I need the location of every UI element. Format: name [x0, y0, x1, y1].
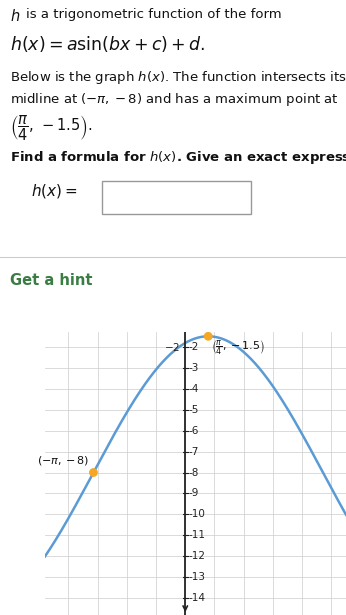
Text: -2: -2: [189, 342, 199, 352]
Text: $\left(\dfrac{\pi}{4},\,-1.5\right).$: $\left(\dfrac{\pi}{4},\,-1.5\right).$: [10, 114, 93, 143]
Text: Find a formula for $h(x)$. Give an exact expression.: Find a formula for $h(x)$. Give an exact…: [10, 149, 346, 165]
Text: -7: -7: [189, 446, 199, 456]
FancyBboxPatch shape: [102, 181, 251, 214]
Text: $(-\pi, -8)$: $(-\pi, -8)$: [37, 454, 89, 467]
Text: -12: -12: [189, 551, 206, 561]
Point: [91, 467, 96, 477]
Point: [206, 331, 211, 341]
Text: $h(x) = a\sin(bx+c)+d.$: $h(x) = a\sin(bx+c)+d.$: [10, 34, 206, 54]
Text: -5: -5: [189, 405, 199, 415]
Text: midline at $(-\pi, -8)$ and has a maximum point at: midline at $(-\pi, -8)$ and has a maximu…: [10, 91, 339, 108]
Text: $h(x) =$: $h(x) =$: [31, 182, 78, 200]
Text: Below is the graph $h(x)$. The function intersects its: Below is the graph $h(x)$. The function …: [10, 69, 346, 85]
Text: -13: -13: [189, 573, 206, 582]
Text: -11: -11: [189, 530, 206, 541]
Text: Get a hint: Get a hint: [10, 274, 93, 288]
Text: is a trigonometric function of the form: is a trigonometric function of the form: [26, 8, 282, 21]
Text: -3: -3: [189, 363, 199, 373]
Text: $-2$: $-2$: [164, 341, 180, 353]
Text: $\left(\frac{\pi}{4}, -1.5\right)$: $\left(\frac{\pi}{4}, -1.5\right)$: [211, 338, 265, 357]
Text: -6: -6: [189, 426, 199, 435]
Text: -14: -14: [189, 593, 206, 603]
Text: -9: -9: [189, 488, 199, 499]
Text: $h$: $h$: [10, 8, 21, 24]
Text: -8: -8: [189, 467, 199, 477]
Text: -10: -10: [189, 509, 206, 520]
Text: -4: -4: [189, 384, 199, 394]
